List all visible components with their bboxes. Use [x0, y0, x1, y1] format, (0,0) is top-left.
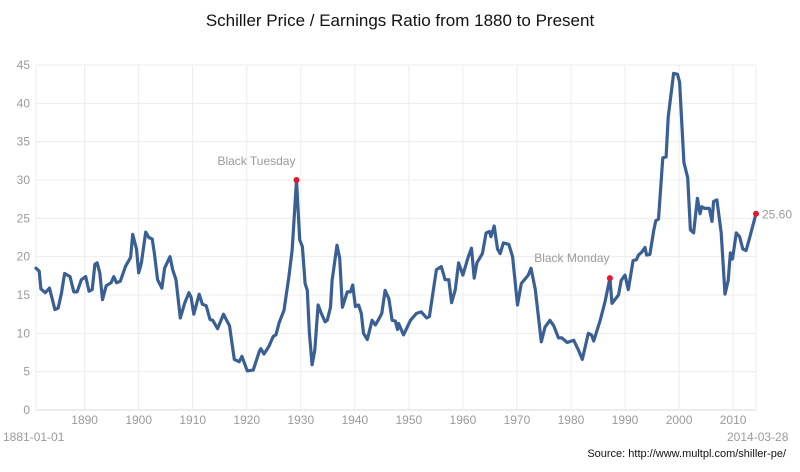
- annotations: Black Tuesday Black Monday 25.60: [217, 154, 792, 282]
- x-tick-label: 1890: [71, 413, 98, 427]
- y-tick-label: 25: [17, 211, 31, 225]
- x-tick-label: 1920: [233, 413, 260, 427]
- annotation-marker: [293, 177, 300, 183]
- y-tick-label: 20: [17, 250, 31, 264]
- x-tick-label: 1910: [179, 413, 206, 427]
- start-date-label: 1881-01-01: [3, 430, 65, 444]
- x-tick-label: 1940: [341, 413, 368, 427]
- source-note: Source: http://www.multpl.com/shiller-pe…: [587, 448, 786, 460]
- y-tick-label: 30: [17, 173, 31, 187]
- x-tick-label: 1970: [504, 413, 531, 427]
- x-tick-label: 1900: [125, 413, 152, 427]
- x-tick-label: 1960: [450, 413, 477, 427]
- x-tick-label: 2010: [720, 413, 747, 427]
- end-date-label: 2014-03-28: [727, 430, 789, 444]
- y-tick-label: 0: [23, 403, 30, 417]
- y-axis: 0 5 10 15 20 25 30 35 40 45: [17, 58, 31, 417]
- chart-title: Schiller Price / Earnings Ratio from 188…: [205, 11, 595, 30]
- y-tick-label: 15: [17, 288, 31, 302]
- annotation-label: Black Monday: [534, 251, 609, 265]
- y-tick-label: 35: [17, 135, 31, 149]
- x-tick-label: 1980: [558, 413, 585, 427]
- annotation-marker: [606, 275, 613, 282]
- x-tick-label: 1990: [612, 413, 639, 427]
- y-tick-label: 45: [17, 58, 31, 72]
- y-tick-label: 5: [23, 365, 30, 379]
- y-tick-label: 40: [17, 96, 31, 110]
- x-axis: 1890 1900 1910 1920 1930 1940 1950 1960 1970 1980…: [71, 413, 746, 427]
- annotation-label: 25.60: [762, 208, 792, 222]
- x-tick-label: 1950: [396, 413, 423, 427]
- annotation-label: Black Tuesday: [217, 154, 295, 168]
- x-tick-label: 2000: [666, 413, 693, 427]
- grid: [35, 64, 757, 411]
- series-line: [34, 71, 758, 373]
- x-tick-label: 1930: [287, 413, 314, 427]
- y-tick-label: 10: [17, 326, 31, 340]
- annotation-marker: [753, 210, 759, 217]
